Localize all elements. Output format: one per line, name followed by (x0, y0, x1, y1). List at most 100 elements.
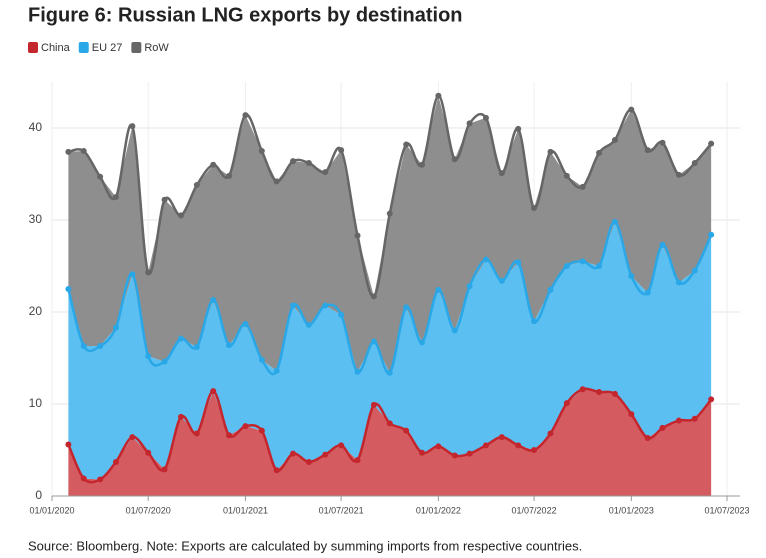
point (193, 430, 200, 437)
point (273, 178, 280, 185)
point (563, 172, 570, 179)
point (386, 210, 393, 217)
source-note: Source: Bloomberg. Note: Exports are cal… (28, 538, 582, 553)
point (97, 343, 104, 350)
point (305, 458, 312, 465)
point (177, 335, 184, 342)
point (112, 458, 119, 465)
x-tick-label: 01/01/2023 (609, 505, 654, 515)
legend-swatch (78, 42, 89, 53)
x-tick-label: 01/01/2021 (223, 505, 268, 515)
area (68, 221, 712, 480)
point (177, 413, 184, 420)
point (644, 147, 651, 154)
point (466, 120, 473, 127)
x-tick-label: 01/07/2020 (126, 505, 171, 515)
point (161, 466, 168, 473)
point (354, 368, 361, 375)
point (290, 450, 297, 457)
point (659, 241, 666, 248)
point (628, 106, 635, 113)
point (193, 343, 200, 350)
point (386, 420, 393, 427)
point (644, 435, 651, 442)
point (435, 443, 442, 450)
point (226, 172, 233, 179)
legend-swatch (131, 42, 142, 53)
point (466, 283, 473, 290)
point (258, 356, 265, 363)
point (498, 434, 505, 441)
chart-title: Figure 6: Russian LNG exports by destina… (28, 4, 463, 26)
point (403, 304, 410, 311)
legend-swatch (28, 42, 38, 53)
point (242, 423, 249, 430)
point (579, 258, 586, 265)
point (451, 156, 458, 163)
point (370, 401, 377, 408)
point (258, 148, 265, 154)
x-tick-label: 01/07/2022 (512, 505, 557, 515)
point (482, 114, 489, 121)
point (451, 327, 458, 334)
point (129, 123, 136, 130)
point (498, 277, 505, 284)
point (273, 467, 280, 474)
point (242, 112, 249, 119)
point (691, 415, 698, 422)
point (97, 173, 104, 180)
point (210, 388, 217, 395)
point (675, 171, 682, 178)
point (338, 311, 345, 318)
point (563, 400, 570, 407)
point (531, 318, 538, 325)
point (338, 442, 345, 449)
point (611, 218, 618, 225)
legend-label: China (41, 42, 71, 54)
legend-label: RoW (144, 42, 169, 54)
point (322, 302, 329, 309)
point (659, 139, 666, 146)
point (338, 147, 345, 154)
point (691, 159, 698, 166)
point (611, 390, 618, 397)
point (498, 170, 505, 177)
point (193, 182, 200, 189)
point (129, 434, 136, 441)
point (675, 417, 682, 424)
point (226, 432, 233, 439)
point (451, 452, 458, 459)
point (482, 442, 489, 449)
point (129, 271, 136, 278)
point (466, 450, 473, 457)
y-tick-label: 0 (35, 488, 42, 502)
point (80, 475, 87, 482)
point (226, 342, 233, 349)
point (403, 141, 410, 148)
point (515, 259, 522, 266)
point (290, 158, 297, 165)
point (547, 430, 554, 437)
point (563, 263, 570, 269)
point (354, 232, 361, 239)
point (354, 457, 361, 464)
point (596, 149, 603, 156)
point (675, 279, 682, 286)
point (419, 339, 426, 346)
point (482, 256, 489, 263)
point (596, 263, 603, 269)
point (708, 140, 715, 147)
point (97, 476, 104, 483)
point (579, 183, 586, 190)
y-tick-label: 40 (29, 120, 43, 134)
point (65, 148, 72, 155)
point (515, 125, 522, 132)
point (145, 269, 152, 276)
area (68, 95, 712, 373)
point (644, 289, 651, 296)
point (419, 161, 426, 168)
point (435, 286, 442, 293)
y-tick-label: 20 (29, 304, 43, 318)
point (112, 324, 119, 331)
point (177, 212, 184, 219)
